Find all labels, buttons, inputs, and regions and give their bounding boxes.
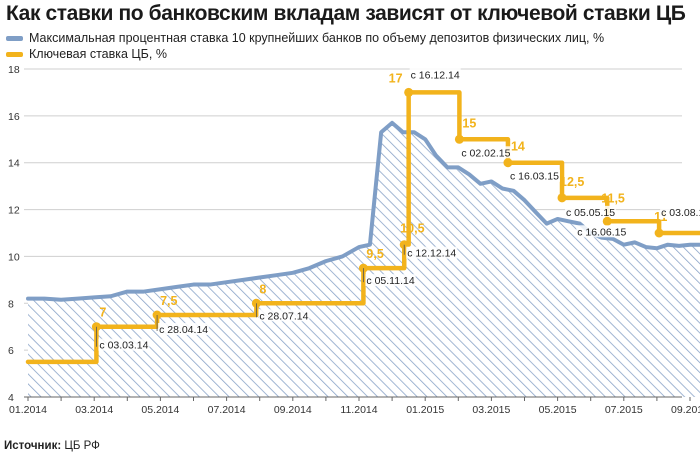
annotation-date: с 05.11.14: [366, 275, 414, 287]
x-tick-label: 09.2014: [274, 404, 312, 416]
deposit-rate-line: [26, 120, 700, 302]
annotation-value: 7: [99, 306, 106, 320]
annotation-date: с 12.12.14: [407, 248, 456, 260]
annotation-bg: [158, 323, 210, 335]
legend-swatch-key-rate: [6, 51, 23, 57]
x-tick-label: 03.2014: [75, 404, 113, 416]
x-tick-label: 05.2014: [141, 404, 179, 416]
annotation-bg: [460, 146, 512, 159]
x-tick-label: 09.2015: [671, 404, 700, 416]
annotation-bg: [258, 309, 310, 322]
axes: 4 6 8 10 12 14 16 18 01.2014 03.2014 05.2014 07.201…: [8, 64, 700, 416]
annotation-bg: [98, 338, 150, 351]
x-tick-label: 07.2015: [605, 404, 643, 416]
legend-item-deposit-rate: Максимальная процентная ставка 10 крупне…: [6, 30, 604, 46]
annotation-bg: [660, 206, 700, 218]
legend-label-deposit-rate: Максимальная процентная ставка 10 крупне…: [29, 31, 605, 45]
annotation-bg: [406, 246, 458, 259]
source-text: ЦБ РФ: [64, 440, 100, 452]
annotation-bg: [409, 68, 461, 81]
y-tick-label: 12: [8, 205, 20, 217]
legend: Максимальная процентная ставка 10 крупне…: [6, 30, 604, 62]
key-rate-marker: [602, 216, 612, 226]
y-tick-label: 18: [8, 64, 20, 76]
annotation-date: с 03.08.15: [661, 207, 700, 219]
annotation-value: 7,5: [160, 294, 177, 308]
key-rate-marker: [557, 193, 567, 203]
annotation-bg: [365, 274, 416, 287]
legend-label-key-rate: Ключевая ставка ЦБ, %: [29, 47, 167, 61]
chart-title: Как ставки по банковским вкладам зависят…: [6, 2, 686, 25]
key-rate-marker: [454, 134, 464, 144]
annotation-date: с 28.07.14: [259, 310, 308, 322]
deposit-rate-hatched-fill: [28, 122, 700, 397]
annotation-value: 14: [511, 140, 525, 154]
y-tick-label: 6: [8, 345, 14, 357]
annotation-value: 8: [259, 282, 266, 296]
source-note: Источник: ЦБ РФ: [4, 440, 100, 452]
annotation-date: с 16.06.15: [577, 226, 626, 238]
y-tick-label: 16: [8, 111, 20, 123]
annotation-value: 12,5: [560, 175, 584, 189]
annotation-value: 17: [389, 71, 403, 85]
annotation-value: 11,5: [601, 191, 625, 205]
x-tick-label: 01.2014: [9, 404, 47, 416]
y-tick-label: 4: [8, 392, 14, 404]
annotation-date: с 03.03.14: [99, 340, 148, 352]
annotations: 7 с 03.03.14 7,5 с 28.04.14 8 с 28.07.14 9,5 с …: [91, 68, 700, 352]
annotation-bg: [565, 205, 617, 218]
x-tick-label: 07.2014: [208, 404, 246, 416]
key-rate-marker: [654, 228, 664, 238]
annotation-date: с 02.02.15: [461, 147, 510, 159]
annotation-date: с 16.03.15: [510, 171, 559, 183]
annotation-date: с 28.04.14: [159, 324, 208, 336]
annotation-bg: [576, 225, 628, 238]
x-tick-label: 03.2015: [472, 404, 510, 416]
x-tick-label: 11.2014: [340, 404, 377, 416]
legend-item-key-rate: Ключевая ставка ЦБ, %: [6, 46, 604, 62]
deposit-rate-area: [28, 122, 700, 397]
x-tick-label: 05.2015: [539, 404, 577, 416]
y-tick-label: 10: [8, 251, 20, 263]
y-tick-label: 8: [8, 298, 14, 310]
annotation-value: 10,5: [400, 222, 424, 236]
annotation-date: с 16.12.14: [411, 69, 460, 81]
annotation-date: с 05.05.15: [566, 207, 615, 219]
y-tick-label: 14: [8, 158, 20, 170]
annotation-value: 9,5: [366, 247, 383, 261]
x-tick-label: 01.2015: [406, 404, 444, 416]
source-label: Источник:: [4, 440, 62, 452]
annotation-value: 15: [462, 116, 476, 130]
legend-swatch-deposit-rate: [6, 35, 23, 41]
key-rate-marker: [503, 158, 513, 168]
key-rate-marker: [404, 87, 414, 97]
annotation-bg: [508, 169, 560, 182]
